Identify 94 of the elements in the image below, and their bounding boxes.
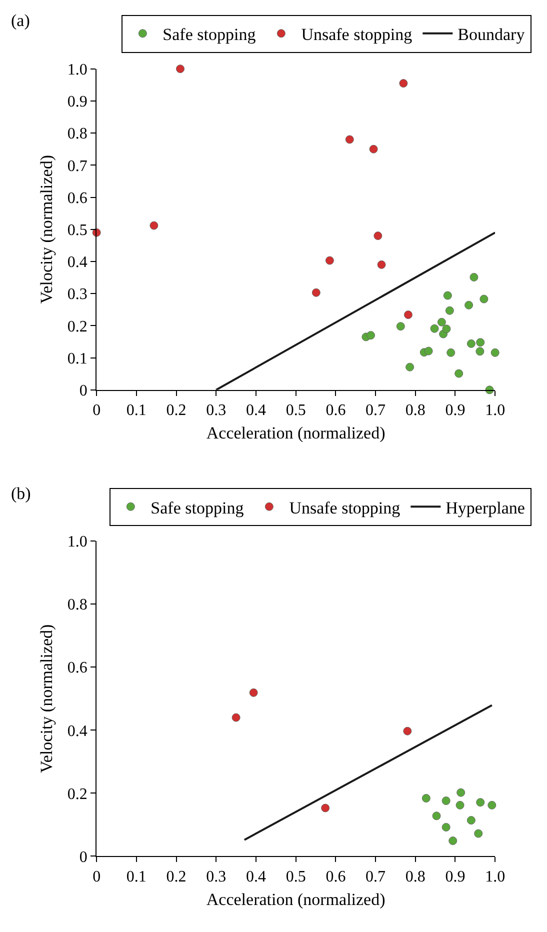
legend-label: Unsafe stopping	[289, 498, 401, 518]
x-tick-label: 0.3	[206, 402, 226, 420]
point	[374, 232, 382, 240]
point	[321, 804, 330, 812]
point	[432, 812, 441, 820]
legend-label: Hyperplane	[446, 498, 525, 518]
y-tick-label: 0.3	[67, 286, 88, 304]
point	[369, 144, 378, 154]
point	[470, 272, 478, 282]
x-tick-label: 0.2	[166, 402, 186, 420]
y-tick-label: 0.8	[67, 596, 88, 614]
point	[422, 794, 430, 802]
point	[466, 816, 476, 825]
chart-title: (a)	[11, 11, 30, 30]
x-tick-label: 0.8	[405, 402, 426, 420]
y-tick-label: 0.1	[67, 350, 88, 368]
point	[437, 318, 446, 326]
chart-title: (b)	[11, 484, 31, 503]
point	[345, 135, 354, 144]
point	[424, 346, 433, 356]
point	[150, 221, 158, 230]
x-tick-label: 0.6	[326, 868, 346, 886]
point	[445, 306, 454, 315]
point	[456, 788, 466, 797]
point	[430, 324, 439, 333]
y-tick-label: 0.2	[67, 786, 88, 803]
x-tick-label: 0.7	[366, 402, 386, 420]
point	[474, 829, 483, 838]
x-tick-label: 0.4	[246, 868, 266, 886]
x-tick-label: 0	[92, 402, 101, 420]
point	[480, 294, 488, 304]
point	[404, 310, 412, 320]
y-axis-title: Velocity (normalized)	[36, 155, 56, 304]
x-tick-label: 0.6	[326, 402, 346, 420]
point	[249, 688, 258, 697]
x-tick-label: 0.1	[126, 402, 146, 420]
y-tick-label: 0.6	[67, 190, 88, 207]
y-tick-label: 0.4	[67, 254, 88, 272]
y-tick-label: 0	[79, 382, 88, 400]
y-tick-label: 0.2	[67, 318, 88, 336]
y-tick-label: 1.0	[67, 534, 88, 551]
point	[442, 796, 450, 806]
point	[377, 260, 386, 269]
x-tick-label: 1.0	[485, 402, 506, 420]
point	[443, 291, 452, 300]
x-tick-label: 0.7	[366, 868, 386, 886]
x-tick-label: 0.1	[126, 868, 146, 886]
legend-label: Unsafe stopping	[301, 25, 413, 44]
x-tick-label: 1.0	[485, 868, 506, 886]
x-tick-label: 0.5	[286, 402, 306, 420]
x-tick-label: 0.5	[286, 868, 306, 886]
point	[312, 288, 320, 297]
legend-label: Boundary	[458, 25, 526, 44]
x-tick-label: 0.4	[246, 402, 266, 420]
y-tick-label: 0.7	[67, 158, 88, 175]
point	[454, 369, 464, 378]
x-tick-label: 0.2	[166, 868, 186, 886]
point	[406, 362, 414, 372]
y-tick-label: 0	[79, 848, 88, 866]
point	[176, 64, 185, 74]
point	[476, 338, 485, 347]
y-tick-label: 0.8	[67, 126, 88, 143]
x-tick-label: 0.8	[405, 868, 426, 886]
y-tick-label: 0.6	[67, 660, 88, 677]
point	[403, 726, 412, 736]
point	[399, 79, 408, 88]
point	[366, 331, 376, 340]
y-tick-label: 0.5	[67, 222, 88, 239]
y-tick-label: 0.4	[67, 722, 88, 740]
point	[490, 348, 500, 357]
x-axis-title: Acceleration (normalized)	[206, 423, 386, 442]
point	[442, 324, 451, 334]
point	[442, 822, 450, 832]
point	[476, 798, 485, 807]
point	[448, 836, 458, 846]
x-axis-title: Acceleration (normalized)	[206, 890, 386, 909]
point	[396, 322, 405, 331]
legend-label: Safe stopping	[150, 498, 244, 518]
x-tick-label: 0.3	[206, 868, 226, 886]
y-tick-label: 0.9	[67, 94, 88, 111]
y-axis-title: Velocity (normalized)	[36, 624, 56, 773]
x-tick-label: 0	[92, 868, 101, 886]
point	[488, 800, 496, 810]
point	[446, 348, 456, 357]
x-tick-label: 0.9	[445, 402, 466, 420]
point	[456, 800, 464, 810]
legend-label: Safe stopping	[162, 25, 256, 44]
point	[325, 256, 334, 265]
x-tick-label: 0.9	[445, 868, 466, 886]
y-tick-label: 1.0	[67, 61, 88, 78]
point	[466, 339, 476, 348]
point	[232, 713, 240, 722]
point	[464, 300, 474, 310]
point	[476, 347, 484, 356]
